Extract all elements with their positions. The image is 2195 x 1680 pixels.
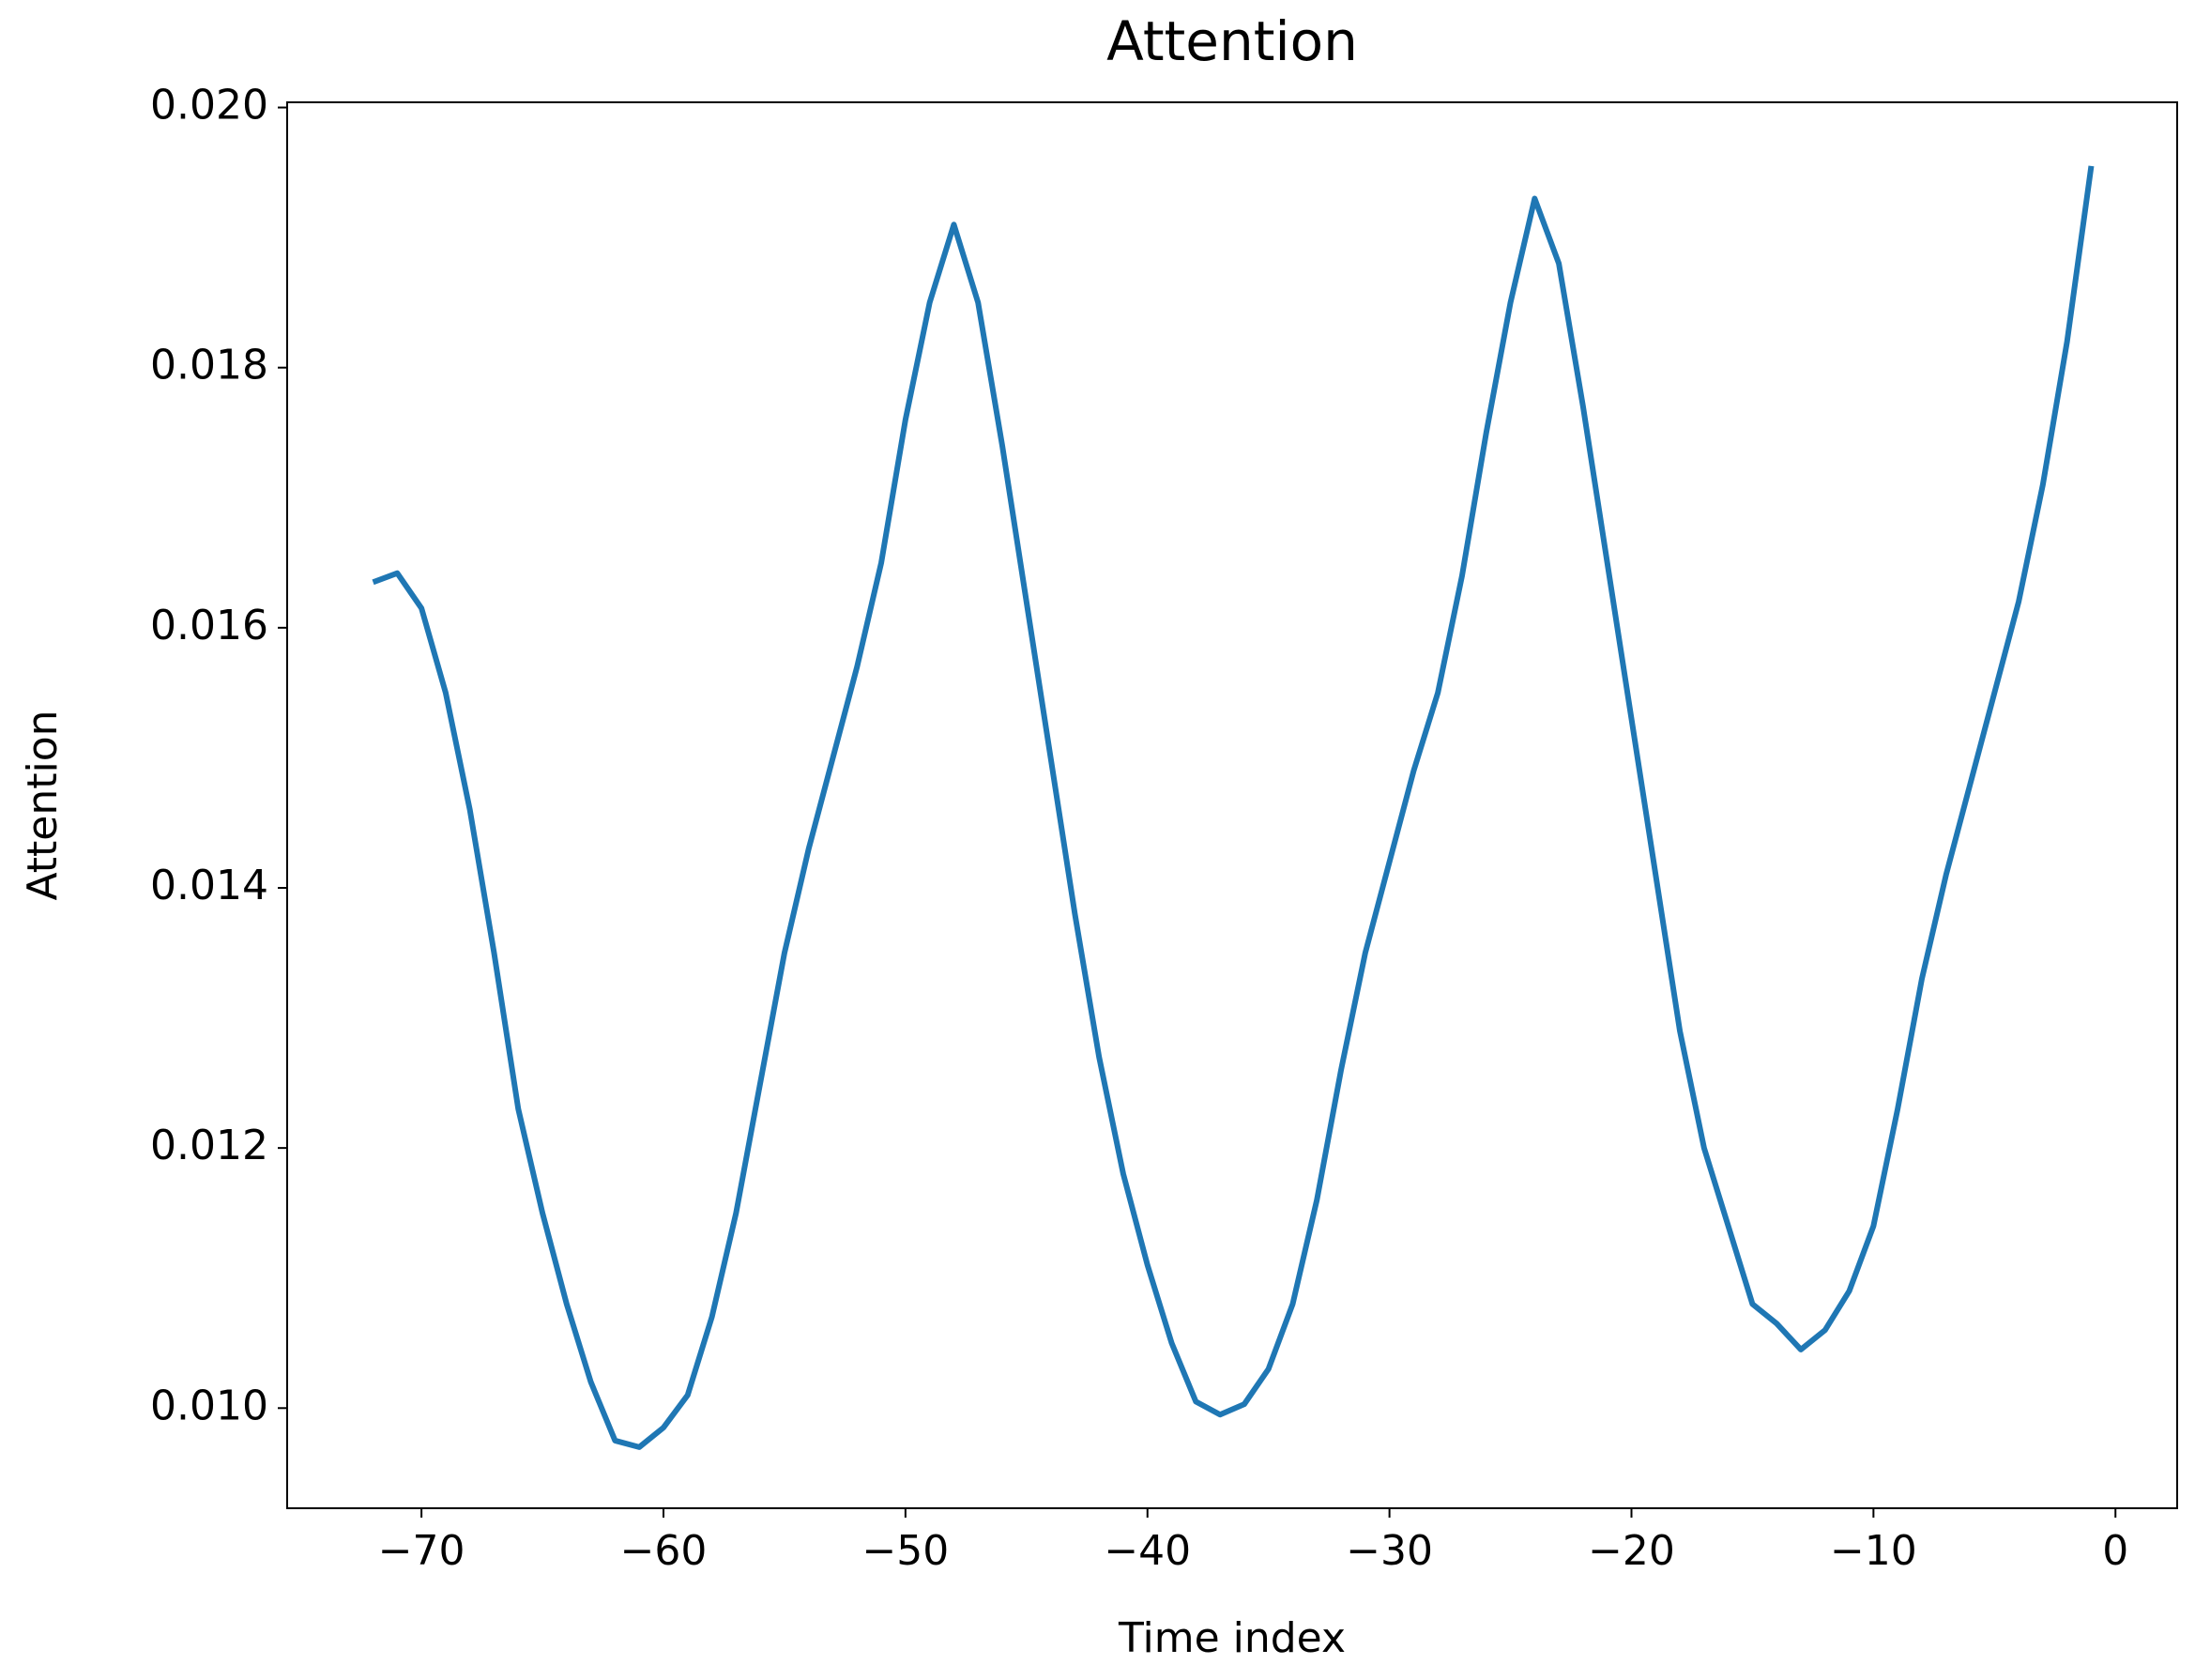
chart-title: Attention: [1106, 9, 1358, 73]
x-axis-label: Time index: [1118, 1614, 1346, 1662]
plot-frame: [286, 101, 2178, 1509]
x-tick-label: 0: [2102, 1527, 2128, 1575]
x-tick-label: −40: [1104, 1527, 1191, 1575]
y-tick-label: 0.018: [150, 342, 268, 389]
x-tick-label: −20: [1588, 1527, 1675, 1575]
x-tick-label: −50: [861, 1527, 949, 1575]
x-tick-label: −70: [378, 1527, 465, 1575]
line-series: [372, 165, 2095, 1450]
x-tick-label: −30: [1346, 1527, 1433, 1575]
y-tick-label: 0.012: [150, 1122, 268, 1169]
x-tick-label: −60: [620, 1527, 708, 1575]
y-tick-label: 0.010: [150, 1382, 268, 1429]
y-tick-label: 0.016: [150, 602, 268, 649]
x-tick-label: −10: [1830, 1527, 1917, 1575]
y-axis-label: Attention: [19, 710, 67, 900]
y-tick-label: 0.014: [150, 862, 268, 909]
y-tick-label: 0.020: [150, 82, 268, 130]
